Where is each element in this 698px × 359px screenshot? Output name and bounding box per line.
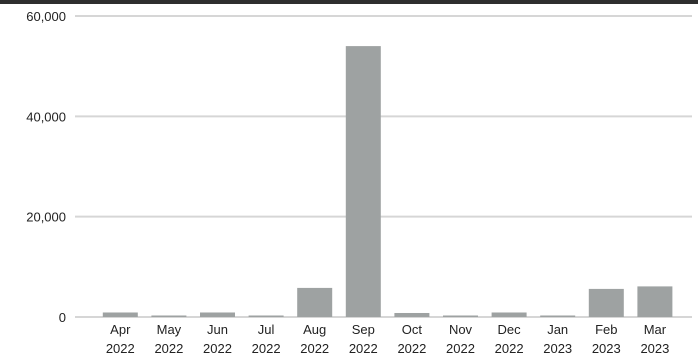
bar-apr-2022 [102, 312, 138, 317]
x-tick-label-feb-2023: Feb 2023 [592, 322, 621, 356]
x-axis-ticks: Apr 2022 May 2022 Jun 2022 Jul 2022 Aug 2022 Sep 20… [106, 322, 670, 356]
y-tick-label-0: 0 [59, 310, 66, 325]
x-tick-label-aug-2022: Aug 2022 [300, 322, 329, 356]
bar-nov-2022 [443, 315, 478, 317]
bar-sep-2022 [345, 46, 381, 317]
x-tick-label-nov-2022: Nov 2022 [446, 322, 475, 356]
bar-feb-2023 [588, 288, 624, 317]
x-tick-label-jul-2022: Jul 2022 [252, 322, 281, 356]
x-tick-label-apr-2022: Apr 2022 [106, 322, 135, 356]
x-tick-label-jan-2023: Jan 2023 [543, 322, 572, 356]
y-tick-label-2: 40,000 [26, 109, 66, 124]
x-tick-label-sep-2022: Sep 2022 [349, 322, 378, 356]
bar-jul-2022 [248, 315, 284, 317]
y-axis-ticks: 0 20,000 40,000 60,000 [26, 9, 66, 325]
x-tick-label-jun-2022: Jun 2022 [203, 322, 232, 356]
x-tick-label-may-2022: May 2022 [154, 322, 183, 356]
bars [102, 46, 673, 317]
y-tick-label-1: 20,000 [26, 210, 66, 225]
x-tick-label-mar-2023: Mar 2023 [640, 322, 669, 356]
gridlines [75, 15, 692, 318]
x-tick-label-dec-2022: Dec 2022 [495, 322, 524, 356]
y-tick-label-3: 60,000 [26, 9, 66, 24]
bar-oct-2022 [394, 312, 430, 317]
bar-aug-2022 [297, 287, 333, 317]
bar-may-2022 [151, 315, 187, 317]
bar-jan-2023 [540, 315, 576, 317]
bar-dec-2022 [491, 312, 527, 317]
top-border [0, 0, 698, 4]
x-tick-label-oct-2022: Oct 2022 [397, 322, 426, 356]
bar-mar-2023 [637, 286, 673, 317]
bar-jun-2022 [200, 312, 235, 317]
